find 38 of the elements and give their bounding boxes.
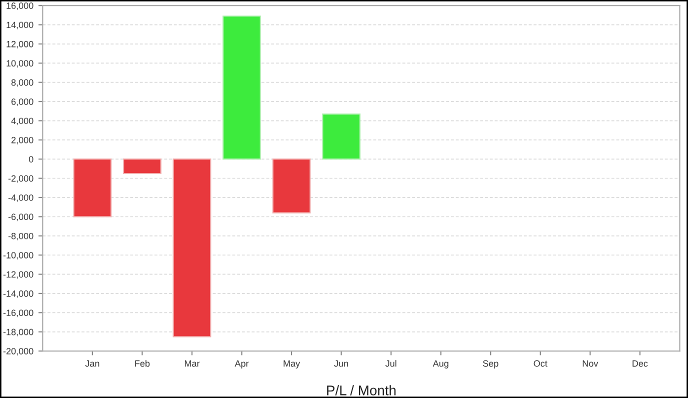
bar <box>222 16 261 160</box>
y-tick-label: 6,000 <box>11 98 34 106</box>
y-tick-label: -16,000 <box>3 310 34 318</box>
x-tick-label: Nov <box>582 360 598 367</box>
y-tick-label: -14,000 <box>3 290 34 298</box>
y-tick-label: -18,000 <box>3 328 34 336</box>
bar <box>73 158 112 218</box>
bar <box>272 158 311 214</box>
bar <box>122 158 162 174</box>
y-tick-label: 2,000 <box>11 136 34 144</box>
x-tick-label: Jul <box>385 360 396 367</box>
x-tick-label: Dec <box>632 360 648 367</box>
y-tick-label: -8,000 <box>8 232 34 240</box>
x-tick-label: Apr <box>234 360 249 368</box>
bar <box>172 158 212 338</box>
y-tick-label: -6,000 <box>8 214 34 222</box>
x-tick-label: Jan <box>85 360 100 367</box>
y-tick-label: 0 <box>28 156 34 162</box>
x-tick-label: Aug <box>432 360 448 368</box>
y-tick-label: -10,000 <box>3 252 34 260</box>
x-tick-label: Mar <box>184 360 200 367</box>
y-tick-label: 14,000 <box>6 22 34 30</box>
x-axis-title: P/L / Month <box>327 385 396 396</box>
y-tick-label: -2,000 <box>8 175 34 183</box>
y-tick-label: -12,000 <box>3 271 34 279</box>
x-tick-label: Oct <box>534 360 548 367</box>
y-tick-label: -20,000 <box>3 348 34 356</box>
y-tick-label: 16,000 <box>6 2 34 10</box>
x-tick-label: Jun <box>334 360 348 367</box>
bar <box>322 113 361 160</box>
y-tick-label: 4,000 <box>11 118 34 126</box>
y-tick-label: -4,000 <box>8 194 34 202</box>
x-tick-label: May <box>284 360 300 368</box>
x-tick-label: Sep <box>482 360 498 368</box>
x-tick-label: Feb <box>135 360 150 367</box>
y-tick-label: 12,000 <box>6 40 34 48</box>
y-tick-label: 10,000 <box>6 60 34 68</box>
y-tick-label: 8,000 <box>11 79 34 87</box>
